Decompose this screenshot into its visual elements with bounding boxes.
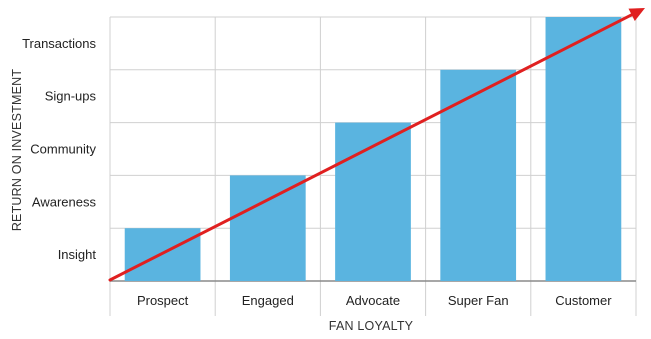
x-tick-labels: Prospect Engaged Advocate Super Fan Customer (137, 293, 612, 308)
y-tick-label-awareness: Awareness (32, 194, 97, 209)
bar-advocate (335, 122, 411, 281)
bar-engaged (229, 175, 306, 281)
trend-arrow-line (108, 13, 634, 282)
x-tick-label-customer: Customer (555, 293, 612, 308)
x-tick-label-super-fan: Super Fan (448, 293, 509, 308)
x-tick-label-advocate: Advocate (346, 293, 400, 308)
y-tick-label-insight: Insight (58, 247, 97, 262)
y-tick-label-community: Community (30, 142, 96, 157)
y-tick-labels: Insight Awareness Community Sign-ups Transac… (22, 36, 96, 262)
x-tick-label-engaged: Engaged (242, 293, 294, 308)
y-tick-label-sign-ups: Sign-ups (45, 89, 97, 104)
bar-super-fan (440, 69, 517, 281)
trend-arrow-head (628, 8, 645, 21)
y-axis-title: RETURN ON INVESTMENT (10, 69, 24, 232)
y-tick-label-transactions: Transactions (22, 36, 96, 51)
x-axis-title: FAN LOYALTY (329, 319, 414, 333)
trend-arrow (108, 8, 645, 282)
x-tick-label-prospect: Prospect (137, 293, 189, 308)
bar-customer (545, 17, 622, 281)
